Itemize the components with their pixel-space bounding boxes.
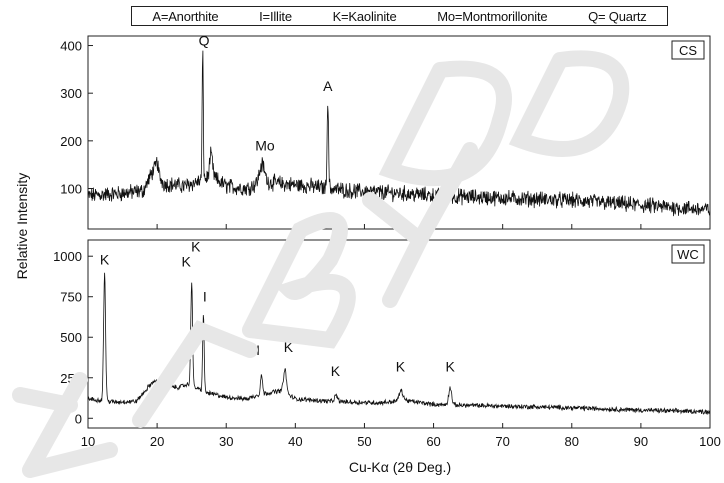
y-axis-title: Relative Intensity	[14, 172, 30, 280]
panel-label-CS: CS	[679, 43, 697, 58]
peak-label-WC-1: K	[181, 254, 191, 270]
x-tick-label-1: 20	[150, 434, 164, 449]
y-tick-label-WC-0: 0	[75, 411, 82, 426]
legend-kaolinite: K=Kaolinite	[332, 8, 397, 24]
y-tick-label-WC-4: 1000	[53, 249, 82, 264]
x-tick-label-6: 70	[495, 434, 509, 449]
x-tick-label-9: 100	[699, 434, 721, 449]
x-tick-label-2: 30	[219, 434, 233, 449]
x-axis-title: Cu-Kα (2θ Deg.)	[348, 459, 452, 475]
y-tick-label-CS-2: 300	[60, 86, 82, 101]
y-tick-label-WC-2: 500	[60, 330, 82, 345]
x-tick-label-0: 10	[81, 434, 95, 449]
peak-label-WC-3: I	[203, 289, 207, 305]
peak-label-WC-2: K	[191, 238, 201, 254]
panel-label-box-CS	[671, 40, 705, 60]
x-tick-label-3: 40	[288, 434, 302, 449]
y-tick-label-WC-3: 750	[60, 290, 82, 305]
legend-anorthite: A=Anorthite	[152, 8, 219, 24]
peak-label-WC-7: K	[396, 358, 406, 374]
y-tick-label-CS-1: 200	[60, 134, 82, 149]
legend-quartz: Q= Quartz	[588, 8, 647, 24]
x-tick-label-4: 50	[357, 434, 371, 449]
panel-label-box-WC	[671, 244, 705, 264]
peak-label-WC-4: I	[256, 342, 260, 358]
y-tick-label-CS-0: 100	[60, 181, 82, 196]
y-tick-label-CS-3: 400	[60, 39, 82, 54]
y-tick-label-WC-1: 250	[60, 371, 82, 386]
x-tick-label-5: 60	[426, 434, 440, 449]
x-tick-label-8: 90	[634, 434, 648, 449]
series-WC	[87, 272, 711, 416]
series-CS	[87, 50, 711, 217]
peak-label-WC-0: K	[100, 251, 110, 267]
x-tick-label-7: 80	[565, 434, 579, 449]
legend-box: A=Anorthite I=Illite K=Kaolinite Mo=Mont…	[131, 6, 668, 26]
peak-label-CS-2: A	[323, 78, 333, 94]
peak-label-CS-1: Mo	[255, 137, 275, 153]
legend-illite: I=Illite	[259, 8, 292, 24]
legend-montmorillonite: Mo=Montmorillonite	[437, 8, 548, 24]
peak-label-WC-8: K	[445, 358, 455, 374]
peak-label-WC-5: K	[284, 339, 294, 355]
panel-label-WC: WC	[677, 247, 699, 262]
peak-label-CS-0: Q	[199, 33, 210, 49]
peak-label-WC-6: K	[331, 363, 341, 379]
